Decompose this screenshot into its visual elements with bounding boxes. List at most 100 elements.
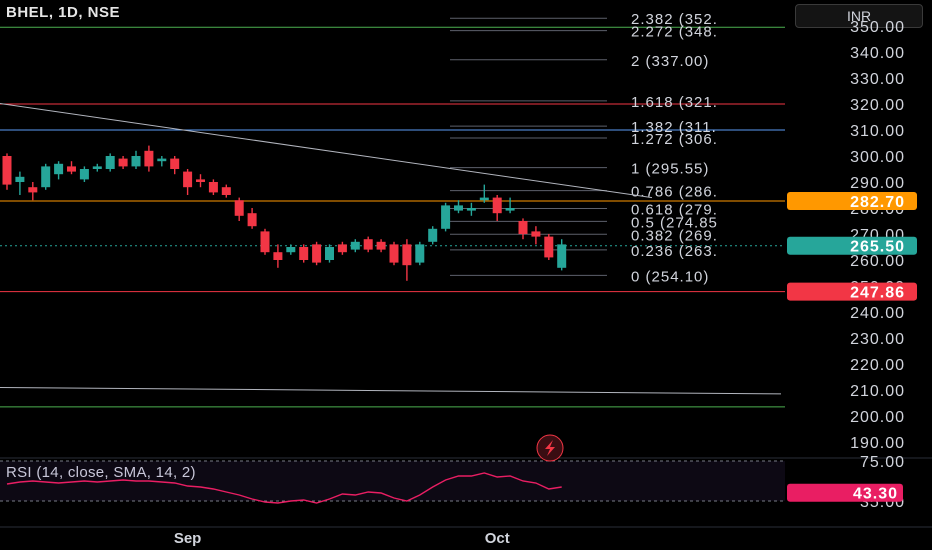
candle-body [131, 156, 141, 167]
rsi-line [6, 472, 562, 504]
candle-body [505, 208, 515, 211]
candle [196, 174, 205, 188]
candle-body [260, 231, 270, 253]
fib-level-label: 0.236 (263. [631, 243, 718, 260]
y-tick-label: 350.00 [850, 19, 905, 36]
candle [41, 163, 51, 190]
candle [337, 241, 347, 255]
candle-body [544, 236, 554, 258]
price-tag: 282.70 [787, 191, 917, 211]
candle-body [221, 187, 231, 195]
candle-body [2, 156, 12, 185]
candle [402, 239, 412, 281]
candle [183, 169, 193, 195]
candle [325, 244, 334, 263]
candle-body [92, 166, 102, 169]
candle-body [208, 182, 218, 193]
candle [28, 182, 38, 201]
candle-body [389, 244, 399, 263]
candle-body [170, 158, 180, 169]
price-tag-box [787, 236, 917, 255]
candle-body [402, 244, 412, 266]
y-tick-label: 300.00 [850, 149, 905, 166]
candle [376, 239, 386, 253]
price-tag: 265.50 [787, 236, 917, 256]
candle [131, 150, 141, 169]
fib-level-label: 0.786 (286. [631, 184, 718, 201]
price-tag-label: 282.70 [850, 194, 905, 211]
trendline [0, 103, 653, 199]
y-tick-label: 210.00 [850, 383, 905, 400]
candle-body [337, 244, 347, 253]
price-tags: 282.70 265.50 247.86 [787, 191, 917, 302]
candle-body [118, 158, 128, 167]
flash-icon[interactable] [536, 434, 564, 462]
horizontal-lines [0, 26, 785, 408]
candle-body [67, 166, 76, 172]
candle [260, 228, 270, 255]
candle-body [441, 205, 451, 229]
candle [492, 195, 502, 221]
candle-body [325, 247, 334, 260]
candle-body [54, 163, 64, 175]
candle [350, 239, 360, 253]
y-tick-label: 290.00 [850, 175, 905, 192]
candle [170, 156, 180, 175]
price-axis[interactable]: 190.00200.00210.00220.00230.00240.00250.… [850, 19, 905, 452]
candle-body [144, 150, 154, 167]
candle [105, 153, 115, 172]
y-tick-label: 200.00 [850, 409, 905, 426]
time-axis[interactable]: Sep Oct [0, 526, 932, 547]
candle [544, 234, 554, 260]
price-tag-label: 247.86 [850, 285, 905, 302]
candles [2, 145, 567, 281]
candle [441, 202, 451, 232]
candle-body [376, 241, 386, 250]
rsi-value-box [787, 483, 903, 502]
y-tick-label: 320.00 [850, 97, 905, 114]
fib-level-label: 0 (254.10) [631, 268, 709, 285]
candle-body [41, 166, 51, 188]
candle-body [79, 169, 89, 180]
x-tick-label: Oct [485, 530, 510, 547]
candle [518, 218, 528, 240]
candle [234, 197, 244, 221]
candle [15, 171, 25, 195]
candle-body [286, 247, 296, 253]
candle-body [531, 231, 541, 237]
fib-level-label: 0.382 (269. [631, 227, 718, 244]
candle [2, 153, 12, 190]
rsi-y-tick-label: 75.00 [860, 454, 905, 471]
fib-level-label: 1.618 (321. [631, 94, 718, 111]
candle-body [479, 197, 489, 201]
y-tick-label: 240.00 [850, 305, 905, 322]
candle [299, 244, 309, 263]
rsi-value-label: 43.30 [853, 486, 898, 503]
candle-body [492, 197, 502, 214]
candle [415, 241, 425, 266]
y-tick-label: 340.00 [850, 45, 905, 62]
candle [454, 200, 463, 214]
candle [157, 156, 167, 167]
candle-body [234, 200, 244, 216]
trendline [0, 386, 782, 395]
candle-body [273, 252, 283, 260]
rsi-title: RSI (14, close, SMA, 14, 2) [6, 464, 196, 481]
candle-body [466, 208, 476, 211]
candle [466, 202, 476, 216]
trendlines [0, 103, 782, 395]
currency-button[interactable]: INR [795, 4, 923, 28]
y-tick-label: 220.00 [850, 357, 905, 374]
candle [531, 226, 541, 245]
candle [273, 244, 283, 268]
candle [208, 179, 218, 195]
candle [286, 244, 296, 255]
price-tag-label: 265.50 [850, 239, 905, 256]
fib-level-label: 2.382 (352. [631, 11, 718, 28]
candle-body [518, 221, 528, 234]
fibonacci-levels: 2.382 (352.2.272 (348. 2 (337.00) 1.618 (3… [450, 11, 718, 285]
candle [428, 226, 438, 245]
candle-body [196, 179, 205, 182]
